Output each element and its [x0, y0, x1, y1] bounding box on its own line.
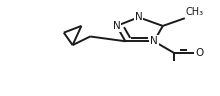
Text: CH₃: CH₃: [186, 7, 204, 17]
Text: N: N: [113, 21, 121, 31]
Text: O: O: [196, 48, 204, 58]
Text: N: N: [150, 36, 158, 46]
Text: N: N: [135, 12, 143, 22]
